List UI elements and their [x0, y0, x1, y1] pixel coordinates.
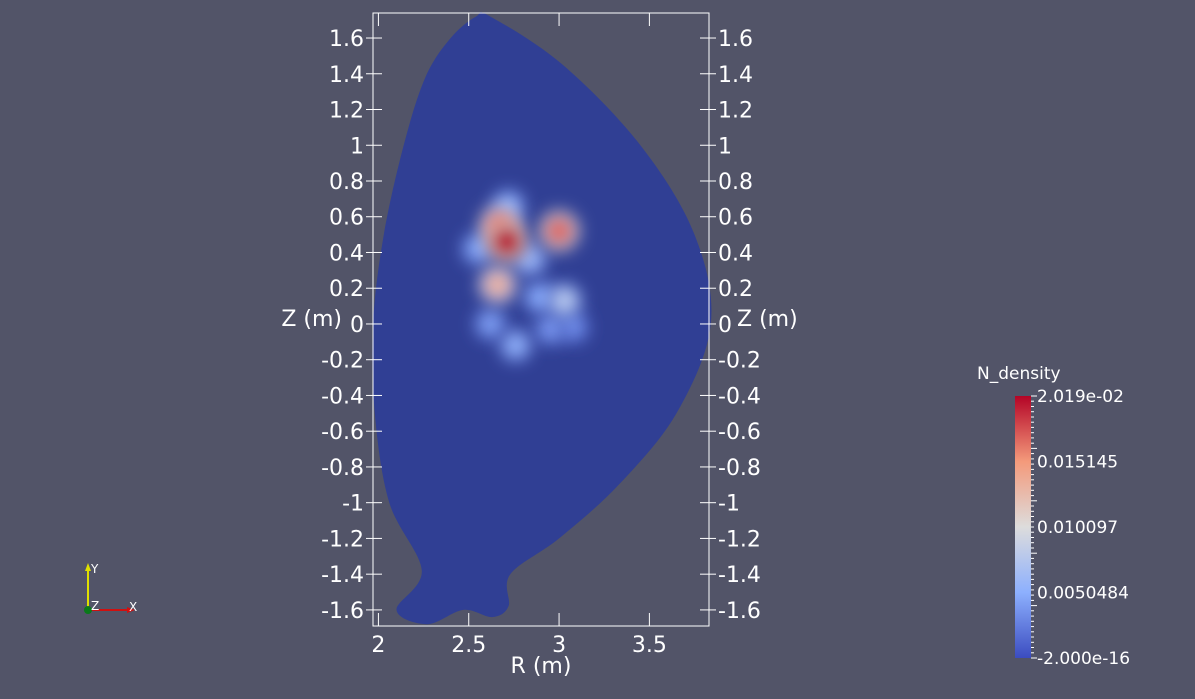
y-tick-label-left: -1.6 — [321, 599, 364, 624]
y-tick-label-left: 1 — [350, 134, 364, 159]
orientation-axes-widget: Y X Z — [84, 562, 137, 614]
y-tick-label-left: -0.4 — [321, 384, 364, 409]
y-tick-label-left: -1 — [342, 492, 364, 517]
y-tick-label-left: 1.6 — [329, 27, 364, 52]
y-axis-title-right: Z (m) — [737, 307, 798, 332]
y-tick-label-right: 0.4 — [718, 241, 753, 266]
density-spot — [484, 219, 529, 264]
y-axis-ticks-right: 1.6 1.4 1.2 1 0.8 0.6 0.4 0.2 0 -0.2 -0.4 -0.6 -0.8 -… — [700, 27, 761, 624]
orientation-y-arrowhead — [85, 563, 91, 571]
orientation-z-axis-dot — [84, 606, 92, 614]
y-tick-label-right: -0.4 — [718, 384, 761, 409]
colorbar-gradient — [1015, 396, 1031, 658]
y-tick-label-left: 0.6 — [329, 206, 364, 231]
orientation-y-label: Y — [90, 562, 99, 576]
x-tick-label: 2.5 — [451, 633, 486, 658]
orientation-z-label: Z — [91, 599, 99, 613]
colorbar-label: -2.000e-16 — [1037, 649, 1130, 669]
y-tick-label-right: 1.4 — [718, 63, 753, 88]
y-tick-label-right: 1.2 — [718, 99, 753, 124]
colorbar-label: 0.015145 — [1037, 453, 1118, 473]
y-tick-label-right: 0.6 — [718, 206, 753, 231]
y-axis-ticks-left: 1.6 1.4 1.2 1 0.8 0.6 0.4 0.2 0 -0.2 -0.4 -0.6 -0.8 -… — [321, 27, 382, 624]
y-tick-label-right: -1 — [718, 492, 740, 517]
orientation-x-arrowhead — [127, 607, 135, 613]
y-tick-label-right: -1.6 — [718, 599, 761, 624]
colorbar-legend: N_density 2.019e-02 0.015145 0.010097 0.005… — [977, 364, 1130, 669]
density-spot — [538, 210, 580, 252]
x-axis-ticks: 2 2.5 3 3.5 — [371, 13, 667, 658]
y-tick-label-left: -0.6 — [321, 420, 364, 445]
colorbar-label: 2.019e-02 — [1037, 387, 1124, 407]
colorbar-title: N_density — [977, 364, 1061, 384]
y-tick-label-left: 1.2 — [329, 99, 364, 124]
y-tick-label-left: -1.2 — [321, 527, 364, 552]
axes-box — [372, 12, 710, 627]
y-tick-label-right: -1.4 — [718, 563, 761, 588]
orientation-x-label: X — [129, 600, 137, 614]
y-tick-label-right: -0.6 — [718, 420, 761, 445]
y-tick-label-right: -0.2 — [718, 349, 761, 374]
y-tick-label-left: 0 — [350, 313, 364, 338]
y-tick-label-left: 0.8 — [329, 170, 364, 195]
colorbar-label: 0.0050484 — [1037, 584, 1129, 604]
density-field — [372, 12, 712, 625]
y-tick-label-right: 0.2 — [718, 277, 753, 302]
y-tick-label-left: 1.4 — [329, 63, 364, 88]
density-spot — [473, 307, 507, 341]
y-tick-label-left: -0.8 — [321, 456, 364, 481]
colorbar-labels: 2.019e-02 0.015145 0.010097 0.0050484 -2.000… — [1037, 387, 1130, 669]
x-tick-label: 2 — [371, 633, 385, 658]
density-spot — [477, 265, 518, 305]
x-tick-label: 3 — [552, 633, 566, 658]
density-spot — [557, 311, 590, 344]
density-spot — [498, 328, 533, 363]
density-spot — [533, 312, 567, 346]
y-tick-label-right: 1.6 — [718, 27, 753, 52]
y-tick-label-right: 0 — [718, 313, 732, 338]
density-spot — [546, 282, 583, 319]
y-axis-title-left: Z (m) — [281, 307, 342, 332]
y-tick-label-right: 1 — [718, 134, 732, 159]
x-axis-title: R (m) — [511, 654, 572, 679]
axes-grid: 2 2.5 3 3.5 1.6 1.4 1.2 1 0.8 0.6 0.4 0.2 0 -0.2 -0.4… — [281, 12, 798, 679]
y-tick-label-right: -0.8 — [718, 456, 761, 481]
x-tick-label: 3.5 — [632, 633, 667, 658]
colorbar-ticks — [1031, 395, 1037, 659]
density-hot-spots — [461, 189, 590, 363]
y-tick-label-right: -1.2 — [718, 527, 761, 552]
y-tick-label-left: -0.2 — [321, 349, 364, 374]
y-tick-label-left: 0.4 — [329, 241, 364, 266]
colorbar-label: 0.010097 — [1037, 518, 1118, 538]
y-tick-label-left: -1.4 — [321, 563, 364, 588]
y-tick-label-left: 0.2 — [329, 277, 364, 302]
y-tick-label-right: 0.8 — [718, 170, 753, 195]
